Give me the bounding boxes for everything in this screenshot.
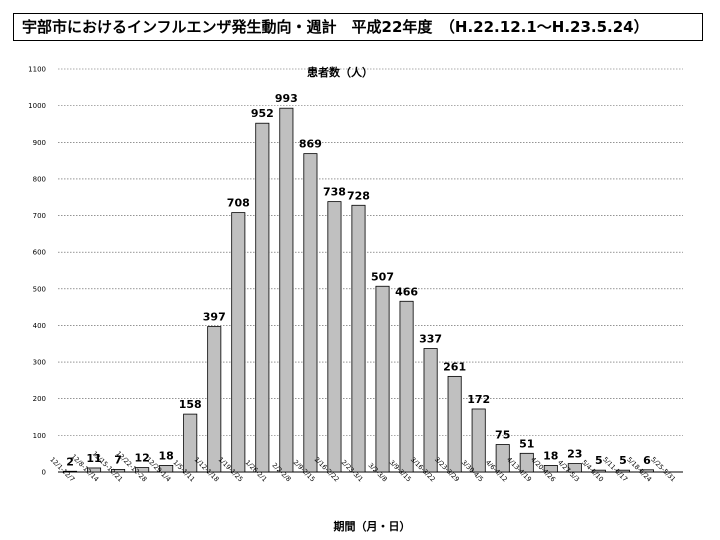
bar xyxy=(615,469,630,473)
bar xyxy=(207,326,222,473)
bar-value-label: 952 xyxy=(251,107,274,120)
bar-value-label: 261 xyxy=(443,360,466,373)
bar-value-label: 158 xyxy=(179,398,202,411)
bar xyxy=(399,300,414,473)
bar-value-label: 708 xyxy=(227,197,250,210)
bar xyxy=(351,204,366,473)
y-tick-label: 200 xyxy=(33,395,46,403)
bar-value-label: 7 xyxy=(114,453,122,466)
bar-value-label: 466 xyxy=(395,285,418,298)
bar-value-label: 337 xyxy=(419,333,442,346)
bar-value-label: 18 xyxy=(159,449,174,462)
y-axis-ticks: 0 100 200 300 400 500 600 700 800 900 1000 1100 xyxy=(28,66,46,477)
bar xyxy=(591,469,606,473)
y-tick-label: 600 xyxy=(33,249,46,257)
y-tick-label: 0 xyxy=(42,469,46,477)
bar xyxy=(495,444,510,473)
y-tick-label: 500 xyxy=(33,285,46,293)
bar-value-label: 12 xyxy=(134,452,149,465)
y-tick-label: 100 xyxy=(33,432,46,440)
bar-value-label: 397 xyxy=(203,311,226,324)
bar-value-label: 75 xyxy=(495,429,510,442)
bar xyxy=(87,467,102,473)
bar xyxy=(519,452,534,473)
chart-title: 宇部市におけるインフルエンザ発生動向・週計 平成22年度 （H.22.12.1〜… xyxy=(13,13,703,41)
bar xyxy=(543,465,558,473)
y-tick-label: 400 xyxy=(33,322,46,330)
bar-value-label: 6 xyxy=(643,454,651,467)
bar xyxy=(471,408,486,473)
y-tick-label: 1000 xyxy=(28,102,46,110)
x-axis-title: 期間（月・日） xyxy=(334,519,411,533)
bar-value-label: 172 xyxy=(467,393,490,406)
y-tick-label: 700 xyxy=(33,212,46,220)
bar xyxy=(327,201,342,473)
bar xyxy=(135,467,150,473)
bar-value-label: 11 xyxy=(86,452,101,465)
bar-value-label: 993 xyxy=(275,92,298,105)
bar-value-label: 18 xyxy=(543,449,558,462)
bar xyxy=(303,153,318,473)
y-tick-label: 800 xyxy=(33,175,46,183)
bar xyxy=(279,107,294,473)
bar-value-label: 23 xyxy=(567,448,582,461)
bar-value-label: 2 xyxy=(66,455,74,468)
bar-value-label: 5 xyxy=(619,454,627,467)
bar-value-label: 869 xyxy=(299,138,322,151)
bar xyxy=(63,470,78,473)
bar xyxy=(423,348,438,473)
bar-value-label: 51 xyxy=(519,437,534,450)
bar xyxy=(639,469,654,473)
gridlines xyxy=(58,68,683,436)
bar-value-label: 738 xyxy=(323,186,346,199)
bar-value-label: 507 xyxy=(371,270,394,283)
bar-value-label: 728 xyxy=(347,189,370,202)
y-tick-label: 300 xyxy=(33,359,46,367)
y-axis-title: 患者数（人） xyxy=(307,65,373,79)
bar xyxy=(447,375,462,473)
bar xyxy=(567,463,582,473)
bar xyxy=(231,212,246,473)
bar xyxy=(159,465,174,473)
y-tick-label: 1100 xyxy=(28,66,46,74)
bar-value-label: 5 xyxy=(595,454,603,467)
bar xyxy=(375,285,390,473)
bar xyxy=(255,122,270,473)
bar xyxy=(183,413,198,473)
bar xyxy=(111,469,126,473)
bars xyxy=(63,107,654,473)
y-tick-label: 900 xyxy=(33,139,46,147)
